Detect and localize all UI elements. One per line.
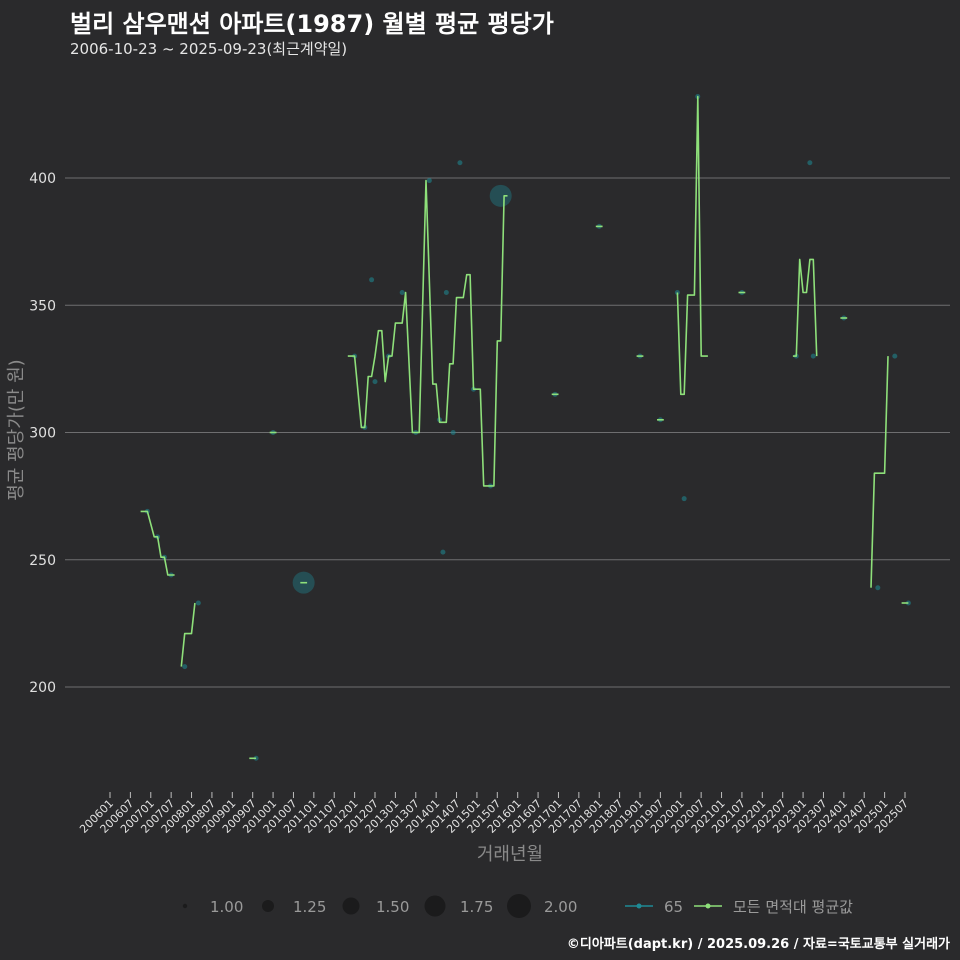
data-point [440, 549, 446, 555]
legend-key-dot-65 [636, 903, 642, 909]
y-tick-label: 400 [29, 171, 56, 187]
legend-size-dot [424, 895, 446, 917]
y-tick-label: 300 [29, 426, 56, 442]
data-point [807, 160, 813, 166]
scatter-points [144, 94, 911, 761]
data-point [195, 600, 201, 606]
legend-label-average: 모든 면적대 평균값 [733, 898, 853, 916]
legend: 1.00 1.25 1.50 1.75 2.00 65 모든 면적대 평균값 [182, 894, 853, 918]
legend-size-label: 1.00 [210, 898, 243, 916]
data-point [372, 379, 378, 385]
y-tick-label: 200 [29, 680, 56, 696]
data-point [457, 160, 463, 166]
grid-lines [65, 177, 950, 688]
average-line-segment [870, 356, 889, 588]
data-point [426, 178, 432, 184]
y-tick-label: 350 [29, 298, 56, 314]
legend-size-label: 1.25 [293, 898, 326, 916]
y-axis-label: 평균 평당가(만 원) [6, 359, 27, 500]
y-axis: 200 250 300 350 400 [29, 171, 56, 696]
y-tick-label: 250 [29, 553, 56, 569]
chart-subtitle: 2006-10-23 ~ 2025-09-23(최근계약일) [70, 40, 348, 58]
data-point [875, 585, 881, 591]
data-point [443, 290, 449, 296]
legend-size-dot [182, 903, 188, 909]
average-line-segment [180, 602, 196, 667]
average-line-segment [676, 95, 708, 396]
average-line-segment [140, 510, 175, 576]
legend-size-dot [262, 900, 274, 912]
data-point [399, 290, 405, 296]
legend-key-dot-average [705, 903, 711, 909]
legend-size-dot [507, 894, 531, 918]
legend-size-label: 2.00 [544, 898, 577, 916]
legend-size-label: 1.75 [460, 898, 493, 916]
data-point [450, 430, 456, 435]
x-axis-label: 거래년월 [477, 844, 543, 865]
legend-size-label: 1.50 [376, 898, 409, 916]
data-point [810, 353, 816, 359]
average-line-segment [347, 179, 508, 487]
average-line-segment [792, 258, 818, 357]
footer-credit: ©디아파트(dapt.kr) / 2025.09.26 / 자료=국토교통부 실… [566, 937, 950, 952]
data-point [182, 664, 188, 670]
data-point [369, 277, 375, 283]
legend-size-dot [342, 897, 360, 915]
average-line [140, 95, 909, 760]
data-point [489, 184, 512, 207]
data-point [892, 353, 898, 359]
x-axis: 2006012006072007012007072008012008072009… [77, 792, 911, 836]
data-point [681, 496, 687, 502]
chart-title: 벌리 삼우맨션 아파트(1987) 월별 평균 평당가 [70, 10, 554, 38]
legend-label-65: 65 [664, 898, 683, 916]
